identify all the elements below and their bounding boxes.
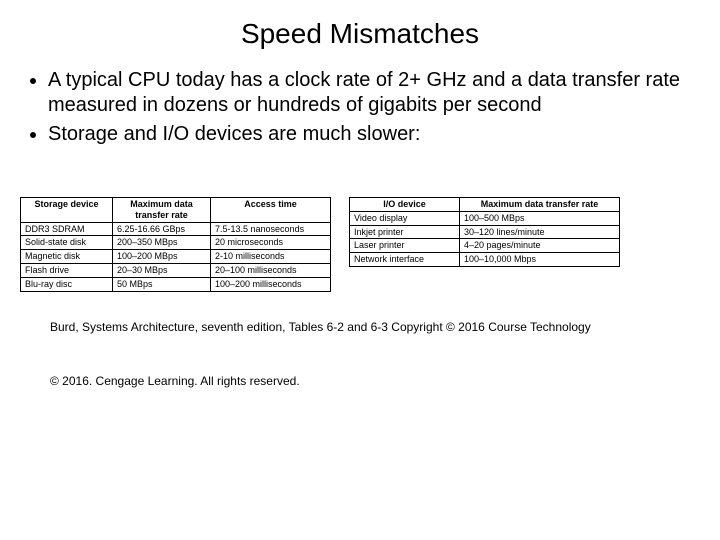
table-header-row: I/O device Maximum data transfer rate <box>350 198 620 212</box>
cell: 50 MBps <box>113 277 211 291</box>
cell: 7.5-13.5 nanoseconds <box>211 222 331 236</box>
source-caption: Burd, Systems Architecture, seventh edit… <box>50 320 700 334</box>
col-header: Maximum datatransfer rate <box>113 198 211 223</box>
tables-row: Storage device Maximum datatransfer rate… <box>20 197 700 292</box>
col-header: Storage device <box>21 198 113 223</box>
cell: Network interface <box>350 253 460 267</box>
table-row: Network interface 100–10,000 Mbps <box>350 253 620 267</box>
cell: 100–200 MBps <box>113 250 211 264</box>
table-row: Blu-ray disc 50 MBps 100–200 millisecond… <box>21 277 331 291</box>
cell: 100–10,000 Mbps <box>460 253 620 267</box>
table-row: Inkjet printer 30–120 lines/minute <box>350 225 620 239</box>
slide-container: Speed Mismatches A typical CPU today has… <box>0 0 720 540</box>
storage-table: Storage device Maximum datatransfer rate… <box>20 197 331 292</box>
cell: 4–20 pages/minute <box>460 239 620 253</box>
cell: 2-10 milliseconds <box>211 250 331 264</box>
col-header: I/O device <box>350 198 460 212</box>
slide-title: Speed Mismatches <box>20 18 700 50</box>
cell: 20 microseconds <box>211 236 331 250</box>
copyright-footer: © 2016. Cengage Learning. All rights res… <box>50 374 700 388</box>
cell: 20–100 milliseconds <box>211 263 331 277</box>
cell: 6.25-16.66 GBps <box>113 222 211 236</box>
cell: 100–200 milliseconds <box>211 277 331 291</box>
cell: 200–350 MBps <box>113 236 211 250</box>
table-row: Laser printer 4–20 pages/minute <box>350 239 620 253</box>
cell: Laser printer <box>350 239 460 253</box>
table-row: Solid-state disk 200–350 MBps 20 microse… <box>21 236 331 250</box>
table-row: Video display 100–500 MBps <box>350 211 620 225</box>
bullet-list: A typical CPU today has a clock rate of … <box>26 68 700 147</box>
table-row: DDR3 SDRAM 6.25-16.66 GBps 7.5-13.5 nano… <box>21 222 331 236</box>
bullet-item: A typical CPU today has a clock rate of … <box>48 68 700 118</box>
cell: Inkjet printer <box>350 225 460 239</box>
bullet-item: Storage and I/O devices are much slower: <box>48 122 700 147</box>
table-row: Flash drive 20–30 MBps 20–100 millisecon… <box>21 263 331 277</box>
cell: Blu-ray disc <box>21 277 113 291</box>
cell: 30–120 lines/minute <box>460 225 620 239</box>
col-header: Access time <box>211 198 331 223</box>
cell: DDR3 SDRAM <box>21 222 113 236</box>
table-row: Magnetic disk 100–200 MBps 2-10 millisec… <box>21 250 331 264</box>
cell: Flash drive <box>21 263 113 277</box>
io-table: I/O device Maximum data transfer rate Vi… <box>349 197 620 267</box>
cell: 100–500 MBps <box>460 211 620 225</box>
table-header-row: Storage device Maximum datatransfer rate… <box>21 198 331 223</box>
cell: Magnetic disk <box>21 250 113 264</box>
cell: Video display <box>350 211 460 225</box>
cell: 20–30 MBps <box>113 263 211 277</box>
cell: Solid-state disk <box>21 236 113 250</box>
col-header: Maximum data transfer rate <box>460 198 620 212</box>
